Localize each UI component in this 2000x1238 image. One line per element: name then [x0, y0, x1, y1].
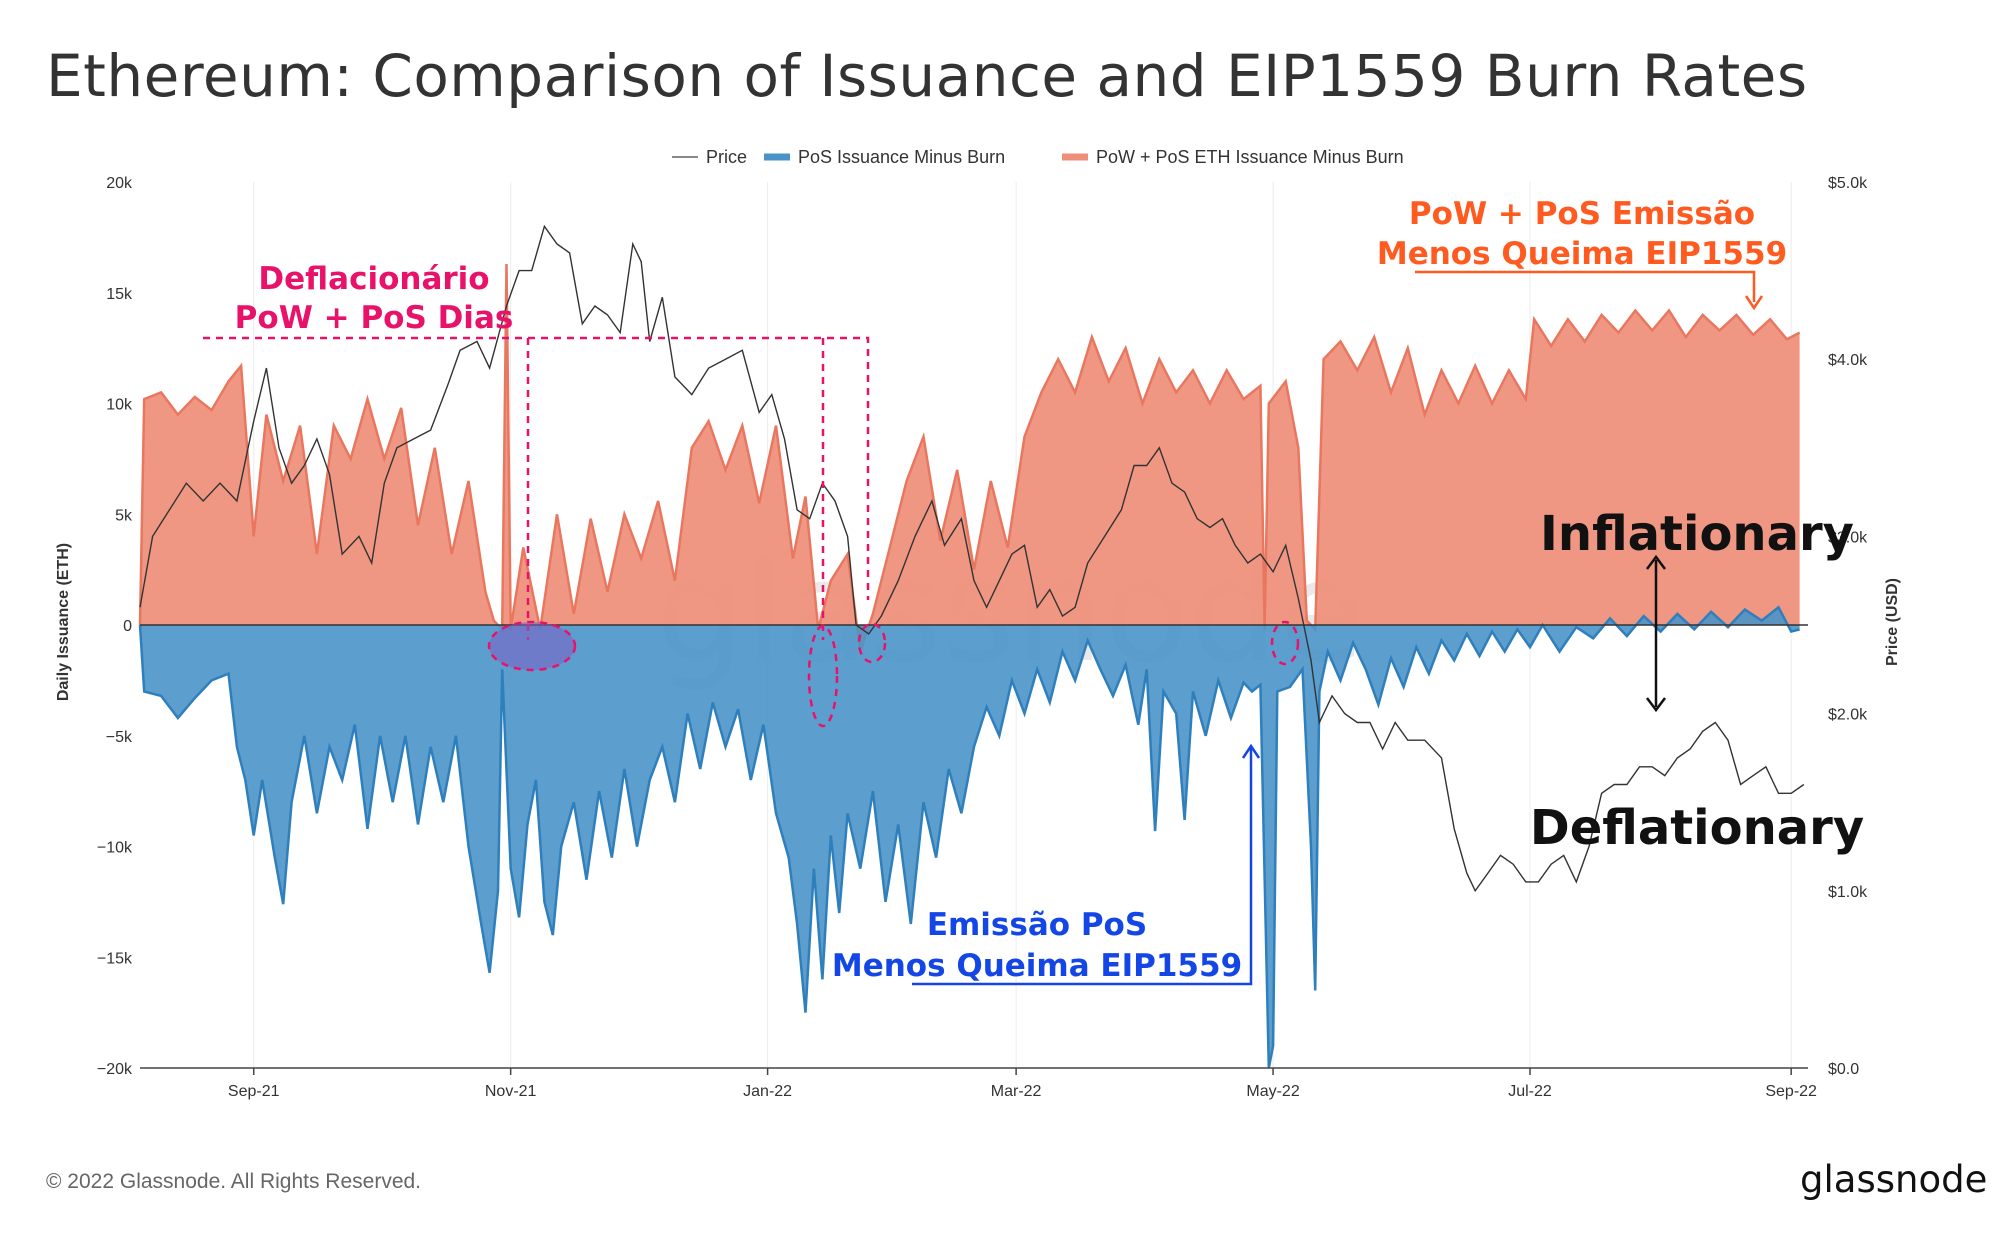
annotations: Deflacionário PoW + PoS Dias PoW + PoS E…: [203, 196, 1864, 986]
footer-copyright: © 2022 Glassnode. All Rights Reserved.: [46, 1170, 422, 1193]
deflationary-bracket: [203, 336, 870, 600]
deflationary-highlight-3: [857, 622, 887, 664]
pow-pos-arrowhead: [1744, 295, 1764, 311]
y-axis-right: $5.0k $4.0k $3.0k $2.0k $1.0k $0.0: [1828, 175, 1868, 1078]
y-axis-label-left: Daily Issuance (ETH): [55, 543, 72, 701]
y-tick-label-left: 10k: [106, 397, 133, 414]
deflation-arrowhead: [1646, 697, 1666, 713]
x-axis: Sep-21 Nov-21 Jan-22 Mar-22 May-22 Jul-22 Sep-…: [228, 1068, 1817, 1100]
y-tick-label-left: 5k: [115, 507, 133, 524]
pos-label-line2: Menos Queima EIP1559: [832, 948, 1242, 984]
y-tick-label-right: $5.0k: [1828, 175, 1868, 192]
pow-pos-arrow: [1415, 270, 1756, 302]
deflationary-highlight-1: [487, 620, 577, 672]
legend-pow[interactable]: PoW + PoS ETH Issuance Minus Burn: [1096, 147, 1404, 167]
y-tick-label-right: $0.0: [1828, 1061, 1859, 1078]
deflationary-days-line2: PoW + PoS Dias: [235, 300, 514, 336]
deflationary-days-line1: Deflacionário: [258, 261, 489, 297]
pos-label-line1: Emissão PoS: [927, 907, 1147, 943]
x-tick-label: Sep-22: [1765, 1083, 1817, 1100]
y-tick-label-left: −10k: [97, 840, 133, 857]
pos-arrowhead: [1241, 743, 1261, 759]
series-group: [138, 224, 1805, 1069]
pow-pos-label-line1: PoW + PoS Emissão: [1409, 196, 1755, 232]
series-line-pos: [138, 605, 1800, 1069]
y-tick-label-left: −5k: [106, 729, 133, 746]
y-axis-label-right: Price (USD): [1884, 578, 1901, 666]
x-tick-label: Jan-22: [743, 1083, 792, 1100]
deflationary-highlight-4: [1270, 620, 1300, 666]
x-tick-label: Mar-22: [991, 1083, 1042, 1100]
y-tick-label-right: $3.0k: [1828, 529, 1868, 546]
y-tick-label-right: $1.0k: [1828, 884, 1868, 901]
inflationary-label: Inflationary: [1540, 506, 1854, 562]
y-tick-label-left: −20k: [97, 1061, 133, 1078]
y-tick-label-left: 0: [123, 618, 132, 635]
series-area-pow-pos: [140, 264, 1800, 652]
legend-pos[interactable]: PoS Issuance Minus Burn: [798, 147, 1005, 167]
y-tick-label-left: −15k: [97, 950, 133, 967]
x-tick-label: Sep-21: [228, 1083, 280, 1100]
x-tick-label: Jul-22: [1508, 1083, 1552, 1100]
inflation-arrowhead: [1646, 554, 1666, 570]
series-line-pow-pos: [138, 263, 1801, 652]
deflationary-highlight-2: [807, 624, 839, 728]
deflationary-label: Deflationary: [1530, 800, 1864, 856]
y-tick-label-right: $4.0k: [1828, 352, 1868, 369]
series-area-pos: [140, 607, 1800, 1068]
y-tick-label-left: 15k: [106, 286, 133, 303]
legend: Price PoS Issuance Minus Burn PoW + PoS …: [672, 147, 1404, 167]
legend-price[interactable]: Price: [706, 147, 747, 167]
footer-brand-logo[interactable]: glassnode: [1800, 1158, 1988, 1201]
y-tick-label-left: 20k: [106, 175, 133, 192]
pow-pos-label-line2: Menos Queima EIP1559: [1377, 236, 1787, 272]
pos-arrow: [912, 748, 1253, 986]
x-tick-label: May-22: [1246, 1083, 1299, 1100]
series-line-price: [139, 224, 1805, 893]
x-tick-label: Nov-21: [485, 1083, 537, 1100]
y-axis-left: 20k 15k 10k 5k 0 −5k −10k −15k −20k: [97, 175, 133, 1078]
y-tick-label-right: $2.0k: [1828, 707, 1868, 724]
page-title: Ethereum: Comparison of Issuance and EIP…: [46, 42, 1808, 110]
